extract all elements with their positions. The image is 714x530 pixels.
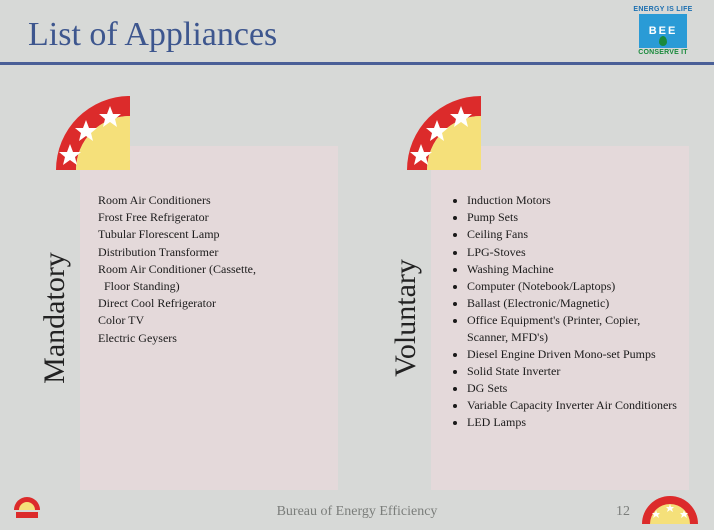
list-item: Room Air Conditioners — [98, 192, 328, 208]
footer-page-number: 12 — [616, 504, 630, 520]
footer: Bureau of Energy Efficiency 12 — [0, 498, 714, 524]
list-item: Direct Cool Refrigerator — [98, 295, 328, 311]
mandatory-vertical-label: Mandatory — [34, 146, 76, 490]
star-fan-icon — [56, 96, 156, 170]
voluntary-panel: Induction MotorsPump SetsCeiling Fans LPG… — [431, 146, 689, 490]
bee-logo: ENERGY IS LIFE BEE CONSERVE IT — [632, 6, 694, 56]
star-fan-icon — [407, 96, 507, 170]
footer-left-badge-icon — [12, 492, 42, 522]
mandatory-list: Room Air ConditionersFrost Free Refriger… — [98, 192, 328, 346]
voluntary-column: Voluntary Induction MotorsPump SetsCeili… — [391, 100, 686, 480]
list-item: Ceiling Fans — [467, 226, 679, 242]
list-item: Distribution Transformer — [98, 244, 328, 260]
content-row: Mandatory Room Air ConditionersFrost Fre… — [40, 100, 686, 480]
list-item: LPG-Stoves — [467, 244, 679, 260]
list-item: DG Sets — [467, 380, 679, 396]
footer-right-badge-icon — [642, 496, 698, 524]
mandatory-column: Mandatory Room Air ConditionersFrost Fre… — [40, 100, 335, 480]
voluntary-list: Induction MotorsPump SetsCeiling Fans LPG… — [449, 192, 679, 431]
list-item: Office Equipment's (Printer, Copier, Sca… — [467, 312, 679, 344]
list-item: Tubular Florescent Lamp — [98, 226, 328, 242]
list-item: Electric Geysers — [98, 330, 328, 346]
title-underline — [0, 62, 714, 65]
list-item: Computer (Notebook/Laptops) — [467, 278, 679, 294]
logo-top-text: ENERGY IS LIFE — [632, 6, 694, 13]
list-item: Pump Sets — [467, 209, 679, 225]
list-item: Frost Free Refrigerator — [98, 209, 328, 225]
logo-bottom-text: CONSERVE IT — [632, 49, 694, 56]
list-item: Washing Machine — [467, 261, 679, 277]
slide-title: List of Appliances — [28, 16, 686, 54]
list-item: Diesel Engine Driven Mono-set Pumps — [467, 346, 679, 362]
mandatory-panel: Room Air ConditionersFrost Free Refriger… — [80, 146, 338, 490]
list-item: Room Air Conditioner (Cassette, — [98, 261, 328, 277]
voluntary-vertical-label: Voluntary — [385, 146, 427, 490]
logo-drop-icon — [659, 36, 667, 46]
list-item: Ballast (Electronic/Magnetic) — [467, 295, 679, 311]
list-item: Induction Motors — [467, 192, 679, 208]
list-item: LED Lamps — [467, 414, 679, 430]
logo-square: BEE — [639, 14, 687, 48]
list-item: Solid State Inverter — [467, 363, 679, 379]
list-item: Variable Capacity Inverter Air Condition… — [467, 397, 679, 413]
footer-org: Bureau of Energy Efficiency — [277, 504, 438, 520]
list-item: Color TV — [98, 312, 328, 328]
list-item: Floor Standing) — [98, 278, 328, 294]
slide: List of Appliances ENERGY IS LIFE BEE CO… — [0, 0, 714, 530]
